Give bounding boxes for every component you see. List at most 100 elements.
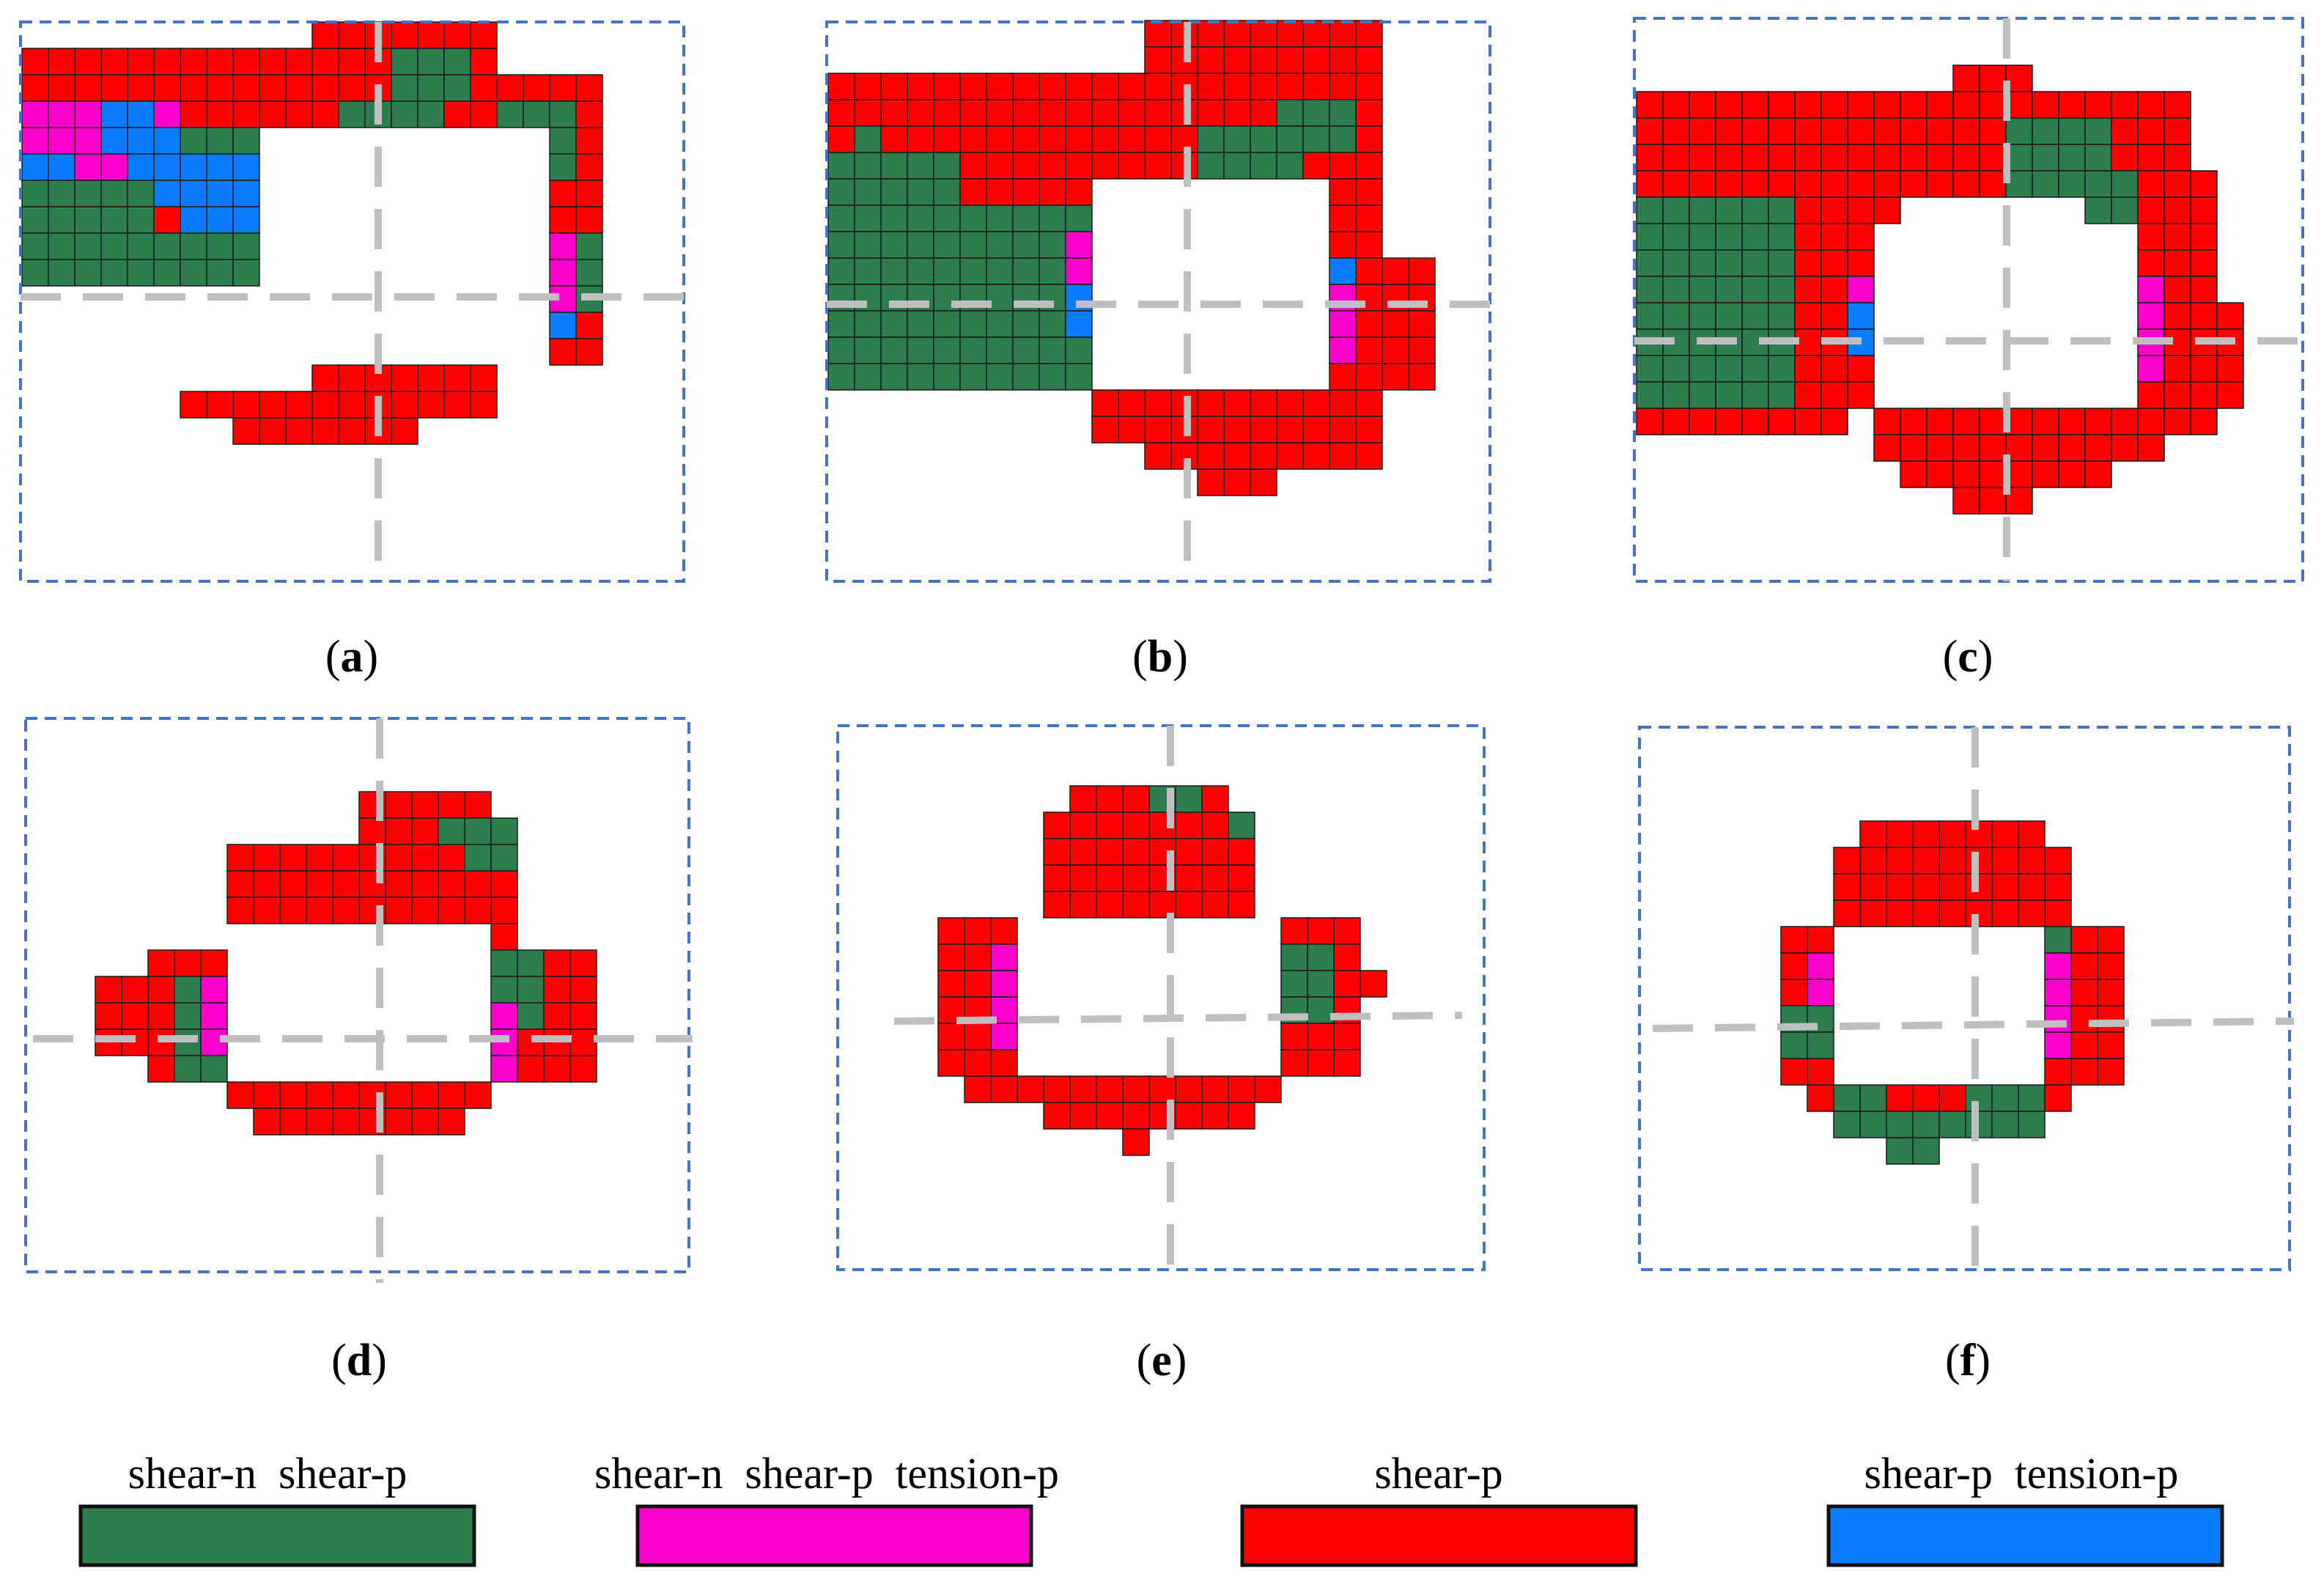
panel-b-cell: [1250, 20, 1277, 48]
panel-f-cell: [1780, 1058, 1808, 1086]
panel-c-cell: [1715, 276, 1743, 303]
panel-d-cell: [464, 897, 492, 924]
panel-e-cell: [1360, 970, 1387, 998]
panel-a-cell: [470, 364, 498, 392]
panel-b-cell: [1223, 416, 1251, 443]
panel-c-cell: [1662, 249, 1690, 277]
panel-a-cell: [232, 391, 260, 419]
panel-a-cell: [549, 206, 577, 234]
panel-c-cell: [1715, 355, 1743, 383]
panel-c-cell: [1821, 117, 1848, 145]
panel-d-cell: [438, 897, 465, 924]
panel-c-cell: [1847, 223, 1875, 251]
panel-c-cell: [2084, 170, 2112, 198]
panel-b-cell: [1039, 99, 1066, 127]
panel-c-cell: [2190, 249, 2218, 277]
panel-a-cell: [206, 74, 234, 102]
panel-d-cell: [95, 1002, 122, 1030]
panel-a-cell: [575, 127, 603, 155]
panel-c-cell: [1794, 249, 1822, 277]
panel-f-cell: [2070, 979, 2098, 1006]
panel-f-cell: [2097, 1058, 2125, 1086]
panel-c-cell: [1715, 408, 1743, 435]
panel-a-cell: [48, 153, 75, 181]
panel-c-cell: [1952, 170, 1980, 198]
panel-b-cell: [1091, 416, 1119, 443]
panel-c-cell: [1794, 355, 1822, 383]
panel-f-cell: [2097, 952, 2125, 980]
panel-c-cell: [1662, 355, 1690, 383]
panel-f-cell: [1991, 899, 2019, 927]
panel-a-cell: [417, 364, 445, 392]
panel-b-cell: [986, 205, 1014, 232]
panel-e-cell: [1201, 1075, 1229, 1103]
panel-c-cell: [1715, 381, 1743, 409]
panel-c-cell: [1715, 144, 1743, 172]
panel-c-cell: [1662, 276, 1690, 303]
panel-a-cell: [417, 100, 445, 128]
panel-a-cell: [100, 48, 128, 76]
panel-d-cell: [200, 1055, 228, 1083]
panel-f-cell: [2044, 1005, 2072, 1033]
panel-c-cell: [1636, 408, 1664, 435]
panel-a-cell: [153, 100, 181, 128]
panel-e-cell: [1122, 838, 1150, 866]
panel-c-cell: [1768, 276, 1796, 303]
panel-b-cell: [1012, 73, 1040, 100]
panel-d-cell: [385, 844, 413, 872]
panel-e-cell: [1122, 891, 1150, 919]
panel-a-cell: [443, 100, 471, 128]
panel-a-cell: [549, 338, 577, 366]
panel-b-cell: [1012, 363, 1040, 391]
panel-c-cell: [1979, 487, 2007, 515]
panel-d-cell: [411, 817, 439, 845]
panel-c-cell: [2163, 408, 2191, 435]
panel-c-cell: [1794, 223, 1822, 251]
panel-b-cell: [1250, 389, 1277, 417]
panel-a-cell: [549, 312, 577, 339]
panel-a-cell: [311, 100, 339, 128]
panel-b-cell: [1355, 257, 1383, 285]
panel-d-cell: [332, 870, 360, 898]
panel-b-cell: [1302, 125, 1330, 153]
panel-d-cell: [490, 976, 518, 1004]
panel-b-cell: [933, 178, 961, 206]
panel-a-cell: [285, 417, 313, 445]
panel-b-cell: [907, 178, 934, 206]
panel-b-cell: [1118, 99, 1146, 127]
panel-e-cell: [1280, 1023, 1308, 1050]
panel-d-cell: [490, 923, 518, 951]
panel-b-cell: [827, 99, 855, 127]
panel-b-cell: [854, 257, 882, 285]
panel-a-cell: [549, 180, 577, 207]
panel-a-cell: [338, 48, 366, 76]
panel-c-cell: [1979, 91, 2007, 119]
panel-b-cell: [1223, 442, 1251, 470]
panel-f-cell: [2070, 1031, 2098, 1059]
panel-a-cell: [206, 153, 234, 181]
panel-c-cell: [1636, 144, 1664, 172]
panel-c-cell: [1636, 170, 1664, 198]
panel-c-cell: [1662, 223, 1690, 251]
panel-c-cell: [1821, 144, 1848, 172]
panel-b-cell: [1302, 389, 1330, 417]
panel-b-caption: (b): [1132, 632, 1188, 682]
panel-b-cell: [1065, 205, 1093, 232]
panel-d-cell: [517, 976, 545, 1004]
panel-a-cell: [48, 259, 75, 287]
panel-a-cell: [259, 391, 287, 419]
panel-a-cell: [391, 21, 418, 49]
panel-c-cell: [1847, 249, 1875, 277]
panel-d-cell: [543, 1055, 571, 1083]
panel-c-cell: [1952, 460, 1980, 488]
panel-c-cell: [1821, 249, 1848, 277]
panel-a-cell: [285, 74, 313, 102]
panel-b-cell: [1276, 20, 1304, 48]
panel-f-cell: [1833, 899, 1861, 927]
panel-c-cell: [1689, 196, 1716, 224]
panel-d-cell: [174, 1055, 202, 1083]
panel-e-cell: [1043, 1075, 1071, 1103]
panel-a-cell: [180, 180, 207, 207]
panel-c-cell: [1689, 408, 1716, 435]
